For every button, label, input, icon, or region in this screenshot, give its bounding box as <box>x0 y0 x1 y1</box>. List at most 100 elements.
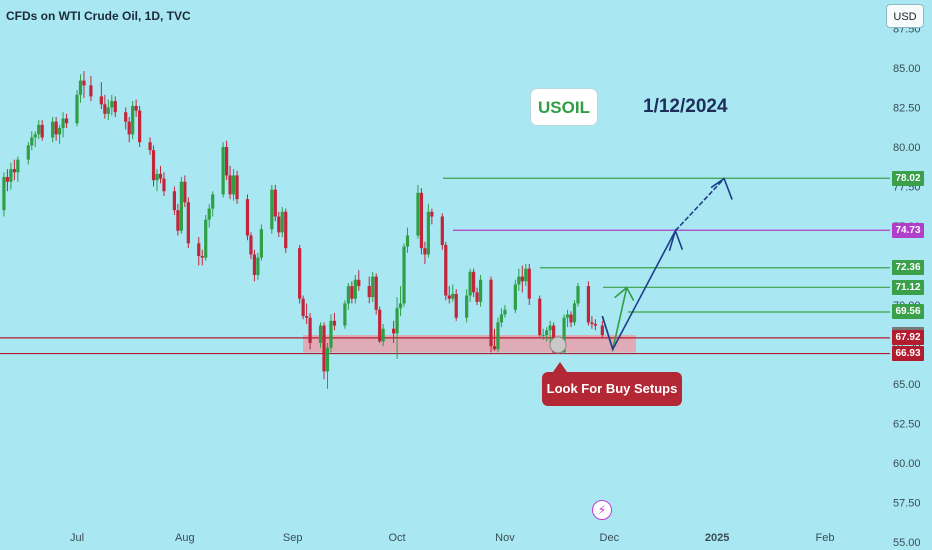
candle <box>200 249 204 266</box>
candle <box>284 208 288 253</box>
blue-projection-arrow-1 <box>601 230 677 352</box>
candle <box>524 263 528 287</box>
candle-body <box>562 317 566 353</box>
price-tag: 74.73 <box>892 222 924 238</box>
currency-button[interactable]: USD <box>886 4 924 28</box>
blue-projection-arrow-2 <box>674 178 725 232</box>
x-tick-label: Oct <box>389 532 406 544</box>
candle-body <box>110 101 114 108</box>
candle-body <box>343 303 347 326</box>
candle-body <box>89 85 93 97</box>
candle <box>496 317 500 353</box>
candle <box>252 249 257 282</box>
candle-body <box>5 177 10 182</box>
candle-body <box>600 325 604 336</box>
candle <box>64 113 69 129</box>
candle-body <box>127 121 131 135</box>
price-tag: 66.93 <box>892 346 924 362</box>
candle <box>503 305 507 318</box>
candle <box>298 244 302 304</box>
x-tick-label: Sep <box>283 532 303 544</box>
lightning-icon[interactable]: ⚡ <box>592 500 612 520</box>
candle-body <box>538 298 542 336</box>
candle <box>398 286 403 317</box>
candle-body <box>134 105 138 111</box>
candle-body <box>155 173 159 181</box>
candle-body <box>405 235 410 247</box>
candle <box>520 265 524 293</box>
candle <box>183 175 187 208</box>
candle <box>280 207 284 238</box>
candle-body <box>472 271 476 293</box>
candle-body <box>176 210 180 231</box>
candle-body <box>378 309 382 342</box>
x-tick-label: Aug <box>175 532 195 544</box>
candle <box>30 131 34 151</box>
candle <box>318 322 323 348</box>
candle-body <box>225 146 229 176</box>
candle <box>110 94 114 116</box>
candle-body <box>357 279 361 287</box>
candle <box>207 203 211 228</box>
candle-body <box>395 308 399 334</box>
candle-body <box>103 104 107 114</box>
x-tick-label: Dec <box>600 532 620 544</box>
candle-body <box>489 279 493 347</box>
candle-body <box>228 175 232 195</box>
candle-body <box>430 211 434 217</box>
candle <box>416 184 420 239</box>
candle-body <box>33 134 37 138</box>
candle <box>113 96 117 117</box>
candle-body <box>40 124 44 138</box>
candle <box>468 268 472 302</box>
candle <box>75 90 79 127</box>
candle <box>569 311 573 328</box>
candle <box>78 74 83 103</box>
candle-body <box>468 271 472 296</box>
y-tick-label: 80.00 <box>893 142 921 154</box>
candle <box>451 284 455 302</box>
candle-body <box>332 320 337 326</box>
candle-body <box>381 328 385 342</box>
candle-body <box>465 295 469 318</box>
green-arrowhead <box>614 286 635 302</box>
candle-body <box>37 124 41 135</box>
candle <box>127 116 131 143</box>
candle <box>332 312 337 331</box>
candle <box>235 170 239 204</box>
candle <box>186 197 190 249</box>
candle-body <box>325 347 330 372</box>
candle <box>590 316 594 329</box>
candle <box>419 188 424 255</box>
y-tick-label: 82.50 <box>893 102 921 114</box>
candle-body <box>419 192 424 249</box>
candle-body <box>565 314 570 318</box>
candle <box>545 327 549 342</box>
candle <box>426 203 430 258</box>
candle <box>176 203 180 236</box>
candle-body <box>151 150 156 181</box>
candle <box>430 208 434 225</box>
candle <box>391 320 396 343</box>
candle-body <box>492 346 497 350</box>
price-tag: 72.36 <box>892 260 924 276</box>
candle-body <box>520 276 524 282</box>
candle <box>162 172 166 196</box>
candle <box>37 120 41 140</box>
candle-body <box>16 159 20 173</box>
candle <box>489 276 493 353</box>
candle-body <box>527 268 531 299</box>
candle-body <box>454 293 458 318</box>
blue-arrowhead-2 <box>710 177 733 200</box>
candle <box>329 314 333 353</box>
candle <box>472 268 476 298</box>
candle-body <box>284 211 288 249</box>
candle <box>211 191 215 217</box>
candle <box>381 323 385 347</box>
candle <box>138 105 142 147</box>
candle-body <box>124 112 128 122</box>
candle-body <box>245 199 250 236</box>
candle <box>33 131 37 147</box>
